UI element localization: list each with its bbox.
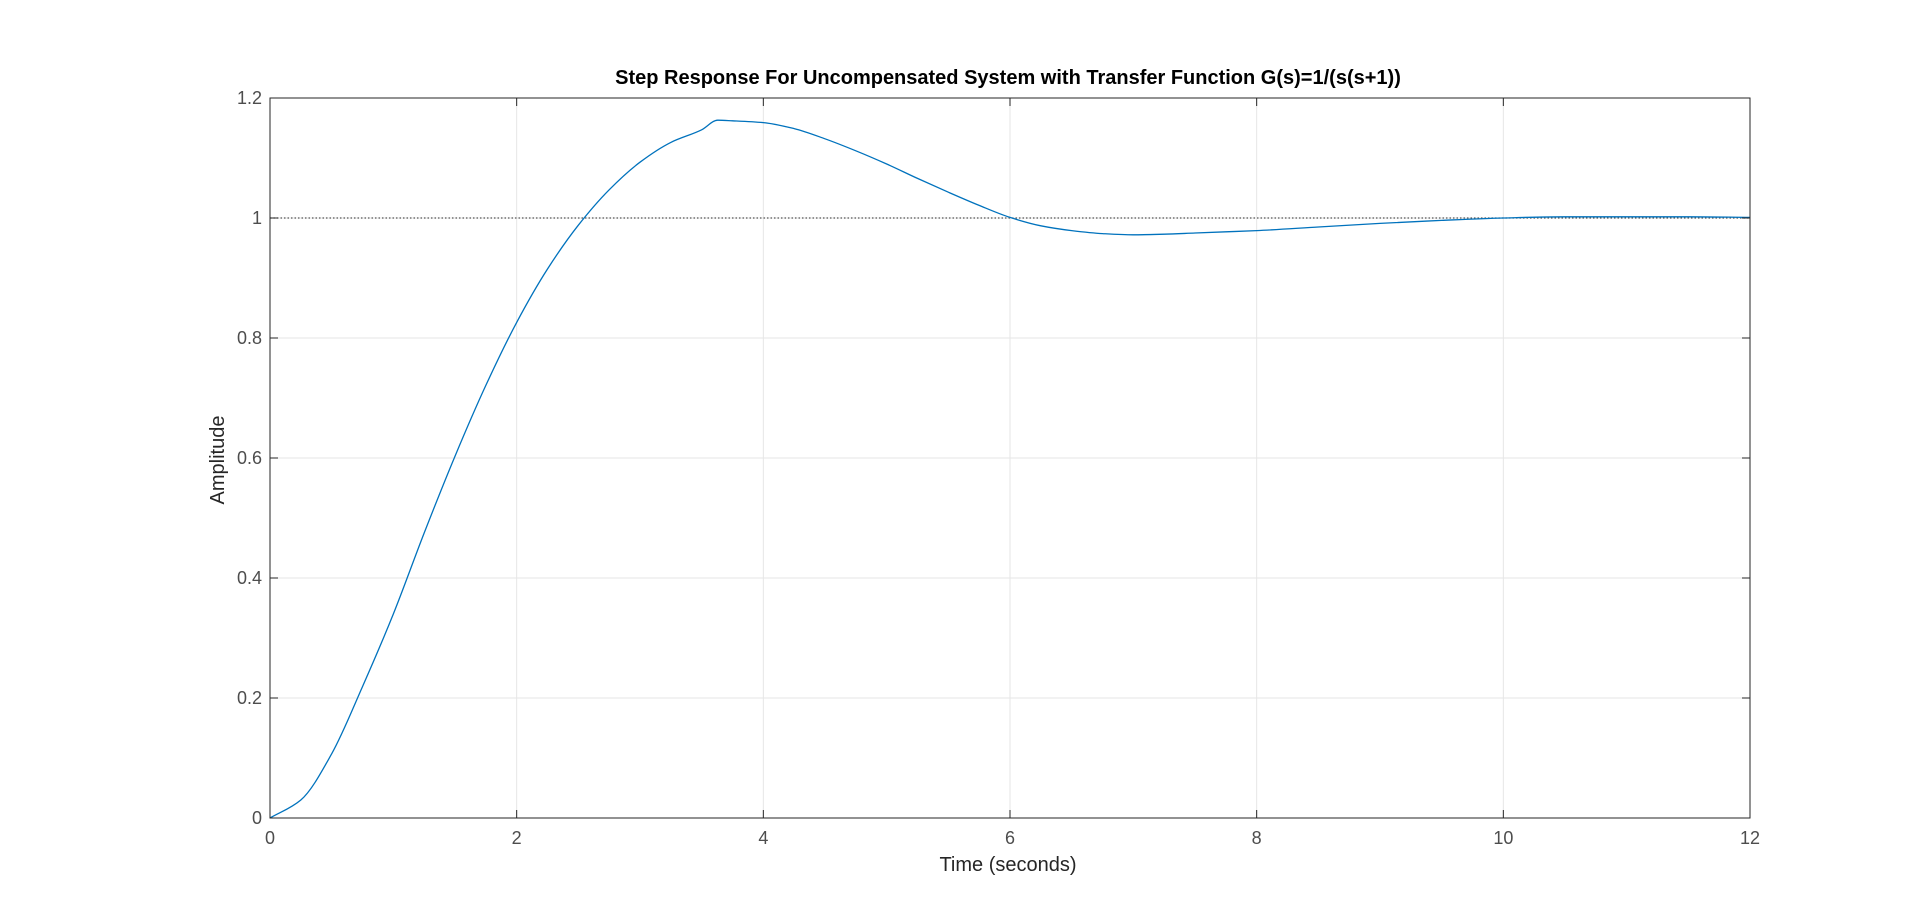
y-tick-label: 0.6 [237,448,262,468]
y-tick-label: 0.2 [237,688,262,708]
y-axis-title: Amplitude [207,416,229,505]
x-tick-label: 6 [1005,828,1015,848]
x-tick-label: 12 [1740,828,1760,848]
x-tick-label: 2 [512,828,522,848]
series-lines [269,119,1751,819]
x-tick-label: 8 [1252,828,1262,848]
x-axis-title: Time (seconds) [939,854,1076,876]
x-tick-label: 0 [265,828,275,848]
chart-title: Step Response For Uncompensated System w… [615,67,1401,89]
y-tick-label: 0.8 [237,328,262,348]
tick-marks-and-labels: 0 2 4 6 8 10 12 0 0.2 0.4 0.6 0.8 1 1.2 [237,88,1760,848]
y-tick-label: 0 [252,808,262,828]
y-tick-label: 1.2 [237,88,262,108]
x-tick-label: 4 [758,828,768,848]
y-tick-label: 0.4 [237,568,262,588]
y-tick-label: 1 [252,208,262,228]
step-response-curve [269,119,1751,819]
x-tick-label: 10 [1493,828,1513,848]
